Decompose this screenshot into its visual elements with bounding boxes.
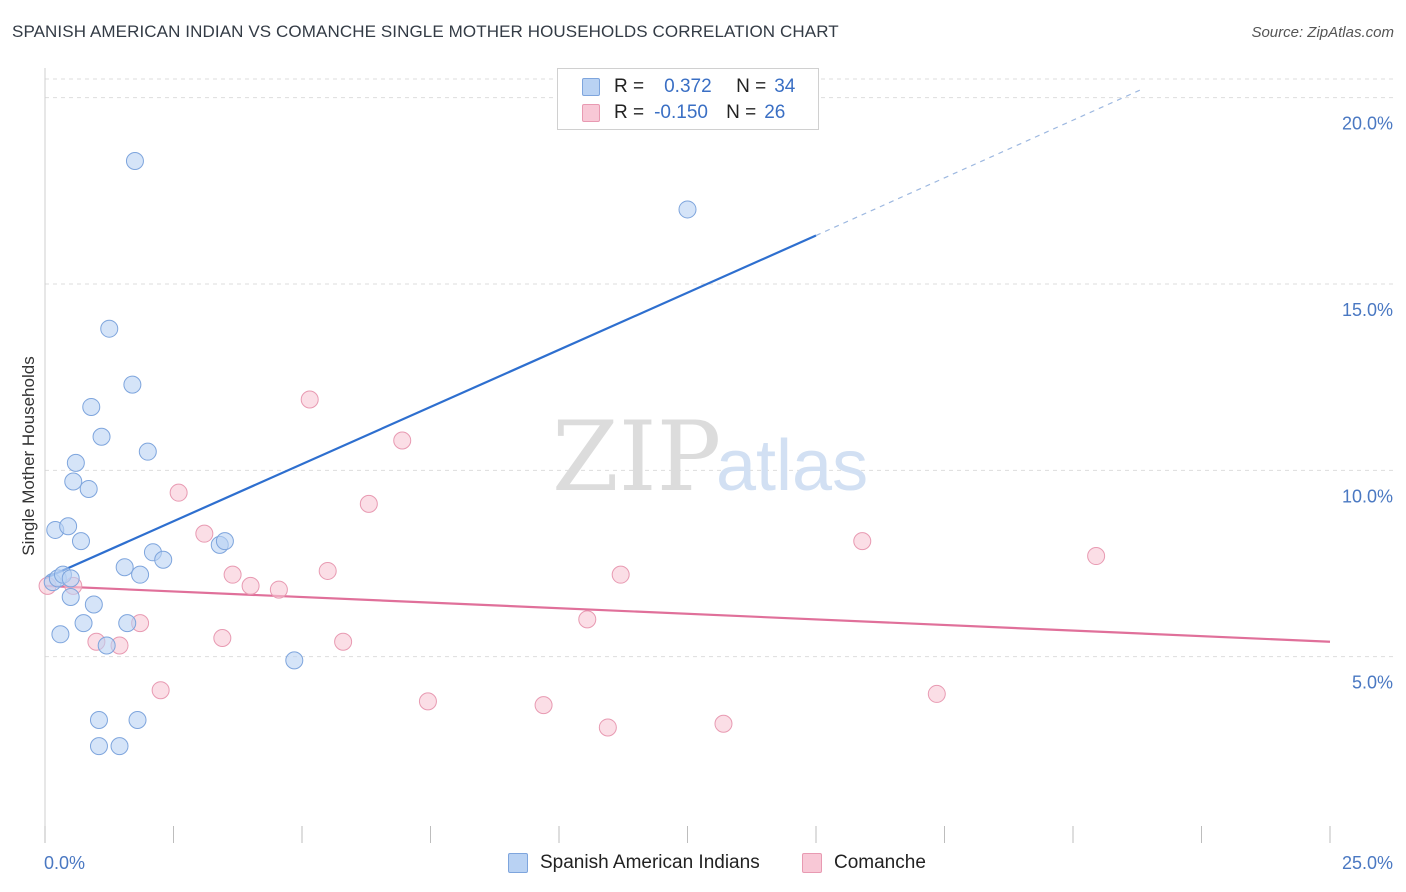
trend-line-extension — [815, 89, 1141, 237]
n-label: N = — [736, 76, 767, 97]
legend-item-comanche: Comanche — [802, 852, 926, 874]
data-points — [38, 151, 1106, 756]
x-tick-label: 0.0% — [44, 853, 85, 873]
comanche-point — [418, 692, 437, 711]
comanche-point — [300, 390, 319, 409]
pink-swatch — [582, 104, 600, 122]
comanche-point — [853, 532, 872, 551]
spanish-american-indian-point — [215, 532, 234, 551]
comanche-point — [393, 431, 412, 450]
comanche-point — [318, 561, 337, 580]
watermark-atlas-text: atlas — [716, 426, 868, 506]
comanche-point — [927, 684, 946, 703]
correlation-legend: R = 0.372 N = 34 R = -0.150 N = 26 — [557, 68, 819, 130]
comanche-point — [223, 565, 242, 584]
spanish-american-indian-point — [92, 427, 111, 446]
spanish-american-indian-point — [89, 711, 108, 730]
x-tick-label: 25.0% — [1342, 853, 1393, 873]
spanish-american-indian-point — [678, 200, 697, 219]
y-tick-label: 10.0% — [1342, 486, 1393, 506]
series-legend: Spanish American Indians Comanche — [0, 852, 1406, 878]
n-value: 26 — [764, 102, 786, 123]
comanche-point — [611, 565, 630, 584]
spanish-american-indian-point — [66, 453, 85, 472]
chart-title: SPANISH AMERICAN INDIAN VS COMANCHE SING… — [12, 22, 839, 41]
spanish-american-indian-point — [74, 614, 93, 633]
spanish-american-indian-point — [97, 636, 116, 655]
trend-lines — [44, 89, 1331, 643]
spanish-american-indian-point — [51, 625, 70, 644]
spanish-american-indian-point — [82, 397, 101, 416]
comanche-point — [359, 494, 378, 513]
spanish-american-indian-point — [61, 569, 80, 588]
source-label: Source: ZipAtlas.com — [1251, 24, 1394, 41]
spanish-american-indian-point — [64, 472, 83, 491]
comanche-point — [598, 718, 617, 737]
comanche-point — [213, 629, 232, 648]
comanche-point — [534, 696, 553, 715]
spanish-american-indian-point — [71, 532, 90, 551]
comanche-point — [151, 681, 170, 700]
comanche-point — [241, 576, 260, 595]
trend-line-comanche — [44, 584, 1331, 643]
spanish-american-indian-point — [138, 442, 157, 461]
blue-swatch — [508, 853, 528, 873]
watermark: ZIP atlas — [552, 401, 868, 513]
r-value: 0.372 — [664, 76, 712, 97]
spanish-american-indian-point — [61, 588, 80, 607]
comanche-point — [1087, 547, 1106, 566]
spanish-american-indian-point — [131, 565, 150, 584]
trend-line-spanish-american-indians — [44, 234, 817, 580]
legend-row-spanish-american-indians: R = 0.372 N = 34 — [582, 75, 795, 99]
blue-swatch — [582, 78, 600, 96]
comanche-point — [169, 483, 188, 502]
spanish-american-indian-point — [154, 550, 173, 569]
tick-labels: 5.0% 10.0% 15.0% 20.0% 0.0% 25.0% — [44, 114, 1393, 873]
y-tick-label: 20.0% — [1342, 114, 1393, 134]
comanche-point — [269, 580, 288, 599]
spanish-american-indian-point — [84, 595, 103, 614]
comanche-point — [195, 524, 214, 543]
comanche-point — [578, 610, 597, 629]
pink-swatch — [802, 853, 822, 873]
n-label: N = — [726, 102, 757, 123]
axes — [44, 68, 1331, 843]
y-axis-label: Single Mother Households — [19, 356, 38, 555]
spanish-american-indian-point — [125, 151, 144, 170]
comanche-point — [714, 714, 733, 733]
spanish-american-indian-point — [285, 651, 304, 670]
y-tick-label: 5.0% — [1352, 673, 1393, 693]
spanish-american-indian-point — [100, 319, 119, 338]
spanish-american-indian-point — [89, 737, 108, 756]
r-label: R = — [614, 76, 645, 97]
spanish-american-indian-point — [123, 375, 142, 394]
r-value: -0.150 — [654, 102, 708, 123]
y-tick-label: 15.0% — [1342, 300, 1393, 320]
spanish-american-indian-point — [79, 479, 98, 498]
spanish-american-indian-point — [115, 558, 134, 577]
legend-label: Comanche — [834, 852, 926, 873]
spanish-american-indian-point — [59, 517, 78, 536]
r-label: R = — [614, 102, 645, 123]
legend-row-comanche: R = -0.150 N = 26 — [582, 101, 785, 125]
spanish-american-indian-point — [118, 614, 137, 633]
spanish-american-indian-point — [128, 711, 147, 730]
comanche-point — [334, 632, 353, 651]
gridlines — [45, 78, 1395, 658]
n-value: 34 — [774, 76, 796, 97]
legend-label: Spanish American Indians — [540, 852, 760, 873]
spanish-american-indian-point — [110, 737, 129, 756]
watermark-zip-text: ZIP — [552, 401, 721, 513]
legend-item-spanish-american-indians: Spanish American Indians — [508, 852, 760, 874]
